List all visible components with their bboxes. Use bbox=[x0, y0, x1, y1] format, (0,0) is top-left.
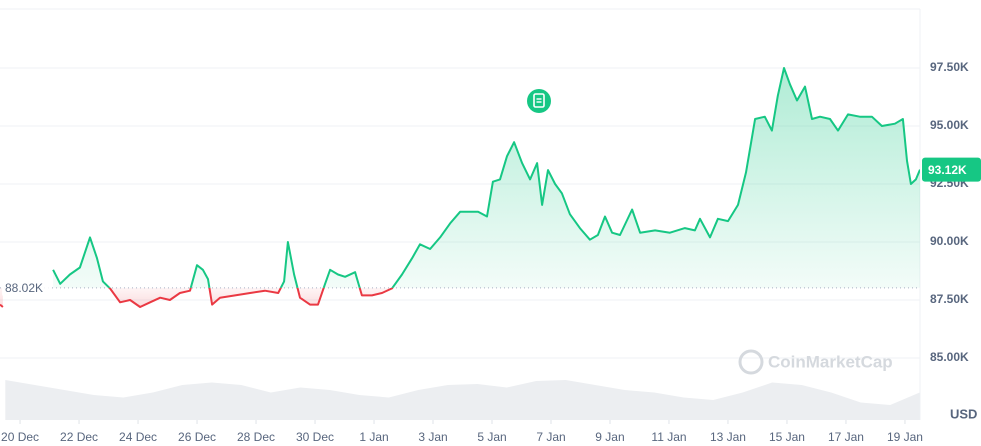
watermark-text: CoinMarketCap bbox=[768, 352, 893, 371]
y-tick-label: 97.50K bbox=[930, 60, 969, 74]
x-tick-label: 1 Jan bbox=[359, 430, 388, 444]
x-tick-label: 22 Dec bbox=[60, 430, 98, 444]
x-tick-label: 17 Jan bbox=[828, 430, 864, 444]
x-tick-label: 3 Jan bbox=[418, 430, 447, 444]
x-tick-label: 13 Jan bbox=[710, 430, 746, 444]
news-marker[interactable] bbox=[527, 89, 551, 113]
price-line-down bbox=[0, 287, 394, 308]
y-tick-label: 87.50K bbox=[930, 292, 969, 306]
y-tick-label: 90.00K bbox=[930, 234, 969, 248]
x-tick-label: 24 Dec bbox=[119, 430, 157, 444]
y-tick-label: 95.00K bbox=[930, 118, 969, 132]
unit-label: USD bbox=[950, 406, 977, 421]
price-area-up bbox=[0, 68, 920, 288]
x-tick-label: 5 Jan bbox=[477, 430, 506, 444]
x-tick-label: 26 Dec bbox=[178, 430, 216, 444]
watermark: CoinMarketCap bbox=[738, 349, 893, 375]
baseline-label-box bbox=[2, 278, 50, 297]
volume bbox=[5, 380, 920, 420]
x-tick-label: 15 Jan bbox=[769, 430, 805, 444]
y-tick-label: 85.00K bbox=[930, 350, 969, 364]
last-price-box bbox=[922, 157, 981, 182]
x-tick-label: 19 Jan bbox=[887, 430, 923, 444]
x-tick-label: 20 Dec bbox=[1, 430, 39, 444]
price-line-up bbox=[52, 67, 920, 288]
volume-area bbox=[5, 380, 920, 420]
x-tick-label: 30 Dec bbox=[296, 430, 334, 444]
last-price-label: 93.12K bbox=[928, 163, 967, 177]
x-tick-label: 9 Jan bbox=[595, 430, 624, 444]
x-tick-label: 11 Jan bbox=[651, 430, 686, 444]
x-tick-label: 28 Dec bbox=[237, 430, 275, 444]
baseline-label: 88.02K bbox=[5, 281, 43, 295]
price-area-down bbox=[0, 287, 393, 307]
price bbox=[0, 67, 920, 308]
x-tick-label: 7 Jan bbox=[536, 430, 565, 444]
